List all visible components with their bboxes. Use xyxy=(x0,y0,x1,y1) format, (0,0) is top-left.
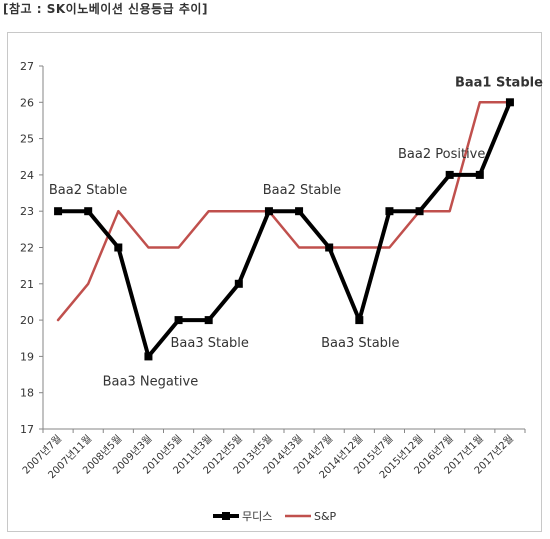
chart-header: [참고 : SK이노베이션 신용등급 추이] xyxy=(3,2,208,16)
data-point xyxy=(234,279,243,288)
annotation-label: Baa3 Stable xyxy=(170,336,248,351)
chart-frame xyxy=(7,32,542,532)
data-point xyxy=(144,352,153,361)
annotation-label: Baa2 Stable xyxy=(49,183,127,198)
annotation-label: Baa3 Negative xyxy=(103,374,199,389)
series-line-0 xyxy=(56,100,512,359)
y-tick-label: 23 xyxy=(20,205,34,218)
annotation-label: Baa2 Positive xyxy=(398,147,485,162)
chart-axes: 17181920212223242526272007년7월2007년11월200… xyxy=(20,60,526,481)
legend-label: 무디스 xyxy=(242,510,272,523)
data-point xyxy=(415,207,424,216)
series-layer xyxy=(54,98,514,361)
data-point xyxy=(445,170,454,179)
legend: 무디스 S&P xyxy=(213,510,337,523)
annotation-layer: Baa2 Stable Baa3 Negative Baa3 Stable Baa2 … xyxy=(49,75,543,389)
data-point xyxy=(84,207,93,216)
data-point xyxy=(264,207,273,216)
y-tick-label: 20 xyxy=(20,314,34,327)
data-point xyxy=(505,98,514,107)
data-point xyxy=(385,207,394,216)
y-tick-label: 19 xyxy=(20,350,34,363)
y-tick-label: 17 xyxy=(20,423,34,436)
y-tick-label: 24 xyxy=(20,169,34,182)
y-tick-label: 22 xyxy=(20,242,34,255)
legend-marker xyxy=(222,512,230,520)
data-point xyxy=(325,243,334,252)
series-line-1 xyxy=(56,101,512,322)
data-point xyxy=(475,170,484,179)
data-point xyxy=(54,207,63,216)
data-point xyxy=(355,316,364,325)
annotation-label: Baa3 Stable xyxy=(321,336,399,351)
y-tick-label: 26 xyxy=(20,96,34,109)
y-tick-label: 21 xyxy=(20,278,34,291)
data-point xyxy=(295,207,304,216)
data-point xyxy=(114,243,123,252)
y-tick-label: 27 xyxy=(20,60,34,73)
legend-label: S&P xyxy=(314,510,337,523)
data-point xyxy=(204,316,213,325)
y-tick-label: 18 xyxy=(20,387,34,400)
annotation-label: Baa2 Stable xyxy=(263,183,341,198)
data-point xyxy=(174,316,183,325)
y-tick-label: 25 xyxy=(20,133,34,146)
annotation-label: Baa1 Stable xyxy=(455,75,543,90)
